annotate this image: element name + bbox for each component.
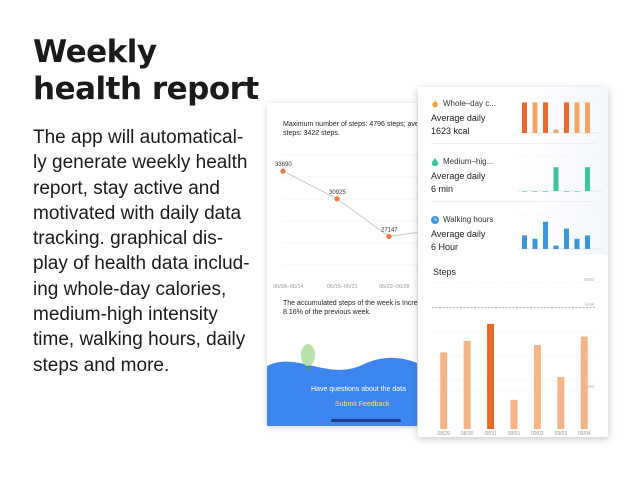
metric-label: Average daily — [431, 113, 486, 123]
clock-icon — [431, 215, 439, 224]
mini-bar — [543, 191, 548, 192]
x-tick-label: 06/22–06/28 — [379, 284, 410, 290]
mini-bar — [585, 102, 590, 133]
feedback-wave-panel — [267, 344, 417, 426]
x-tick-label: 09/02 — [531, 431, 544, 437]
feedback-question: Have questions about the data — [311, 386, 406, 393]
divider — [431, 201, 596, 202]
metric-title: Medium–hig... — [443, 157, 494, 166]
metric-label: Average daily — [431, 229, 486, 239]
mini-bar — [564, 191, 569, 192]
mini-bar — [543, 102, 548, 133]
tree-icon — [301, 344, 315, 371]
mini-bar — [532, 191, 538, 192]
metric-title: Walking hours — [443, 215, 494, 224]
description-line: time, walking hours, daily — [33, 329, 246, 351]
accumulated-steps-text-cont: 8.16% of the previous week. — [283, 309, 371, 316]
y-tick-label: 1600 — [584, 384, 595, 389]
description-line: medium-high intensity — [33, 304, 218, 326]
home-indicator[interactable] — [331, 419, 401, 422]
data-point — [334, 196, 340, 202]
mini-bar — [522, 102, 527, 133]
data-label: 30925 — [329, 190, 346, 196]
description-line: tracking. graphical dis- — [33, 228, 224, 250]
weekly-steps-line-chart: 33690 30925 27147 06/08–06/14 06/15–06/21 06/… — [273, 154, 417, 290]
mini-bar — [585, 167, 590, 191]
intensity-mini-chart — [518, 155, 602, 192]
mini-bar — [553, 167, 559, 191]
health-summary-screen: Whole–day c... Average daily 1623 kcal M… — [418, 87, 608, 437]
steps-title: Steps — [433, 267, 457, 277]
metric-label: Average daily — [431, 171, 486, 181]
accumulated-steps-text: The accumulated steps of the week is Inc… — [283, 300, 417, 307]
weekly-steps-line — [282, 170, 417, 238]
steps-bar[interactable] — [463, 340, 471, 429]
headline: Weekly health report — [33, 34, 273, 108]
steps-bar[interactable] — [557, 376, 565, 429]
description-line: play of health data includ- — [33, 253, 250, 275]
metric-calories[interactable]: Whole–day c... Average daily 1623 kcal — [431, 99, 521, 136]
mini-bar — [585, 235, 590, 249]
droplet-icon — [431, 157, 439, 166]
mini-bar — [564, 228, 569, 249]
mini-bar — [522, 191, 527, 192]
flame-icon — [432, 99, 438, 107]
steps-bar[interactable] — [440, 352, 448, 429]
description-line: motivated with daily data — [33, 202, 242, 224]
y-tick-label: 6000 — [584, 277, 595, 282]
metric-value: 6 min — [431, 184, 454, 194]
x-tick-label: 06/15–06/21 — [327, 284, 358, 290]
walking-mini-chart — [518, 213, 602, 250]
description-line: steps and more. — [33, 354, 170, 376]
x-tick-label: 08/31 — [484, 431, 497, 437]
steps-bar-chart: 6000 Goal 1600 08/29 08/30 08/31 09/01 09/02 09/… — [432, 277, 596, 437]
max-steps-text: Maximum number of steps: 4796 steps; ave… — [283, 121, 417, 128]
description-line: ing whole-day calories, — [33, 278, 227, 300]
mini-bar — [553, 245, 559, 249]
data-label: 27147 — [381, 228, 398, 234]
description-line: The app will automatical- — [33, 127, 244, 148]
mini-bar — [522, 235, 527, 249]
mini-bar — [574, 238, 580, 249]
metric-value: 6 Hour — [431, 242, 459, 252]
data-point — [280, 168, 286, 174]
headline-line: Weekly — [33, 34, 157, 70]
mini-bar — [543, 221, 548, 249]
description-line: report, stay active and — [33, 177, 220, 199]
calories-mini-chart — [518, 97, 602, 134]
mini-bar — [574, 191, 580, 192]
description: The app will automatical- ly generate we… — [33, 125, 265, 378]
x-tick-label: 09/03 — [555, 431, 568, 437]
mini-bar — [564, 102, 569, 133]
weekly-report-screen: Maximum number of steps: 4796 steps; ave… — [267, 103, 417, 426]
submit-feedback-link[interactable]: Submit Feedback — [335, 401, 390, 408]
description-line: ly generate weekly health — [33, 152, 248, 174]
headline-line: health report — [33, 71, 259, 107]
metric-walking[interactable]: Walking hours Average daily 6 Hour — [431, 215, 521, 252]
mini-bar — [532, 238, 538, 249]
max-steps-text-cont: steps: 3422 steps. — [283, 130, 340, 137]
x-tick-label: 09/04 — [578, 431, 591, 437]
steps-bar[interactable] — [580, 336, 588, 429]
x-tick-label: 06/08–06/14 — [273, 284, 304, 290]
metric-value: 1623 kcal — [431, 126, 470, 136]
mini-bar — [553, 129, 559, 133]
data-point — [386, 233, 392, 240]
metric-title: Whole–day c... — [443, 99, 496, 108]
x-tick-label: 09/01 — [508, 431, 521, 437]
data-label: 33690 — [275, 162, 292, 168]
mini-bar — [532, 102, 538, 133]
divider — [431, 143, 596, 144]
steps-bar[interactable] — [487, 323, 495, 429]
mini-bar — [574, 102, 580, 133]
y-tick-label: Goal — [584, 301, 594, 306]
steps-bar[interactable] — [533, 345, 541, 429]
x-tick-label: 08/29 — [437, 431, 450, 437]
metric-intensity[interactable]: Medium–hig... Average daily 6 min — [431, 157, 521, 194]
steps-bar[interactable] — [510, 399, 518, 429]
x-tick-label: 08/30 — [461, 431, 474, 437]
